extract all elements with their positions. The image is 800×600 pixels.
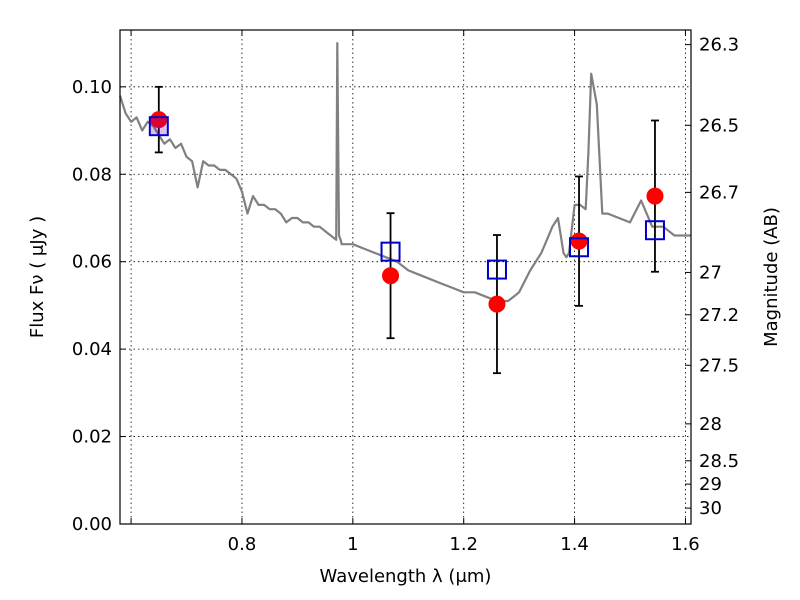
x-tick-label: 1.4 — [560, 534, 589, 555]
observed-point — [570, 232, 588, 250]
model-point — [486, 259, 507, 280]
right-tick-label: 30 — [699, 498, 722, 519]
right-tick-label: 28.5 — [699, 451, 739, 472]
grid-lines — [120, 30, 691, 524]
right-tick-label: 29 — [699, 474, 722, 495]
y-axis-label: Flux Fν ( μJy ) — [27, 216, 48, 338]
x-tick-label: 0.8 — [228, 534, 257, 555]
model-point — [148, 116, 169, 137]
y-tick-label: 0.04 — [72, 339, 112, 360]
x-tick-label: 1 — [347, 534, 358, 555]
right-tick-label: 27.5 — [699, 355, 739, 376]
plot-frame — [119, 29, 692, 525]
right-tick-label: 28 — [699, 414, 722, 435]
data-points — [148, 111, 665, 313]
observed-point — [488, 295, 506, 313]
x-axis-ticks: 0.8 1 1.2 1.4 1.6 — [130, 30, 700, 555]
observed-point — [382, 267, 400, 285]
right-tick-label: 27.2 — [699, 305, 739, 326]
x-tick-label: 1.2 — [449, 534, 478, 555]
observed-point — [646, 187, 664, 205]
error-bars — [154, 85, 659, 375]
model-point — [569, 237, 590, 258]
y-axis-ticks: 0.00 0.02 0.04 0.06 0.08 0.10 — [72, 77, 126, 535]
right-tick-label: 26.7 — [699, 182, 739, 203]
y-tick-label: 0.08 — [72, 164, 112, 185]
x-axis-label: Wavelength λ (μm) — [320, 566, 492, 587]
y-tick-label: 0.06 — [72, 252, 112, 273]
right-tick-label: 26.5 — [699, 115, 739, 136]
right-tick-label: 27 — [699, 262, 722, 283]
spectrum-polyline — [118, 41, 691, 303]
y-tick-label: 0.10 — [72, 77, 112, 98]
x-tick-label: 1.6 — [671, 534, 700, 555]
y-tick-label: 0.02 — [72, 427, 112, 448]
right-tick-label: 26.3 — [699, 35, 739, 56]
model-point — [380, 241, 401, 262]
y-tick-label: 0.00 — [72, 514, 112, 535]
right-axis-label: Magnitude (AB) — [761, 207, 782, 347]
model-point — [644, 220, 665, 241]
right-axis-ticks: 26.3 26.5 26.7 27 27.2 27.5 28 28.529 30 — [685, 35, 739, 519]
overlap-tint — [150, 118, 167, 135]
model-spectrum-line — [118, 41, 691, 303]
